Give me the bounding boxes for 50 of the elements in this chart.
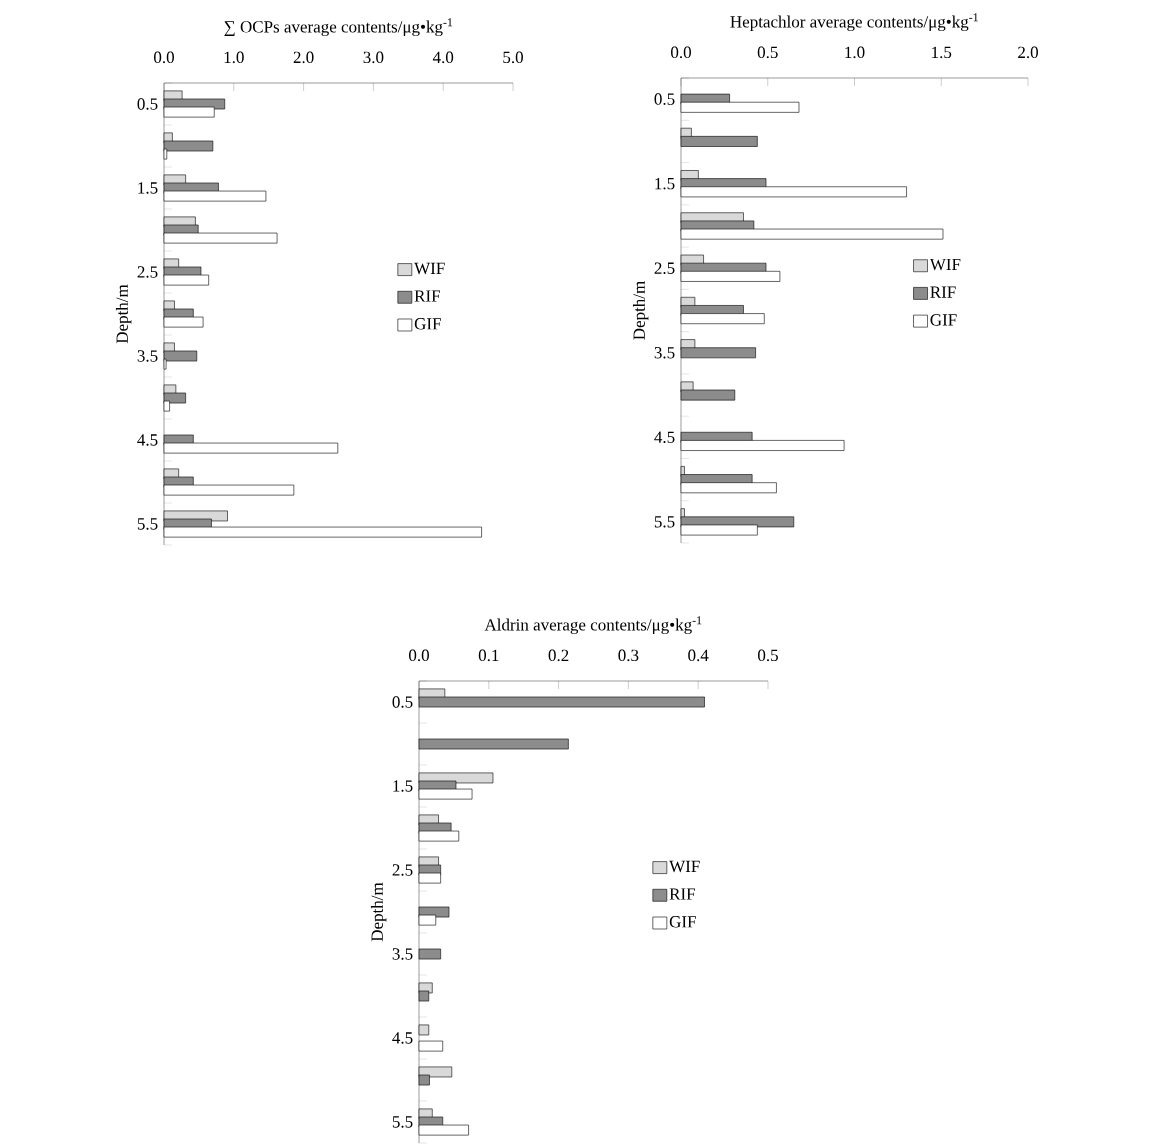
x-tick-label: 0.5	[757, 46, 778, 59]
legend-label: GIF	[414, 318, 441, 330]
y-tick-label: 5.5	[137, 518, 158, 530]
x-tick-label: 0.0	[671, 46, 691, 59]
y-tick-label: 4.5	[654, 431, 675, 444]
y-axis-title: Depth/m	[632, 281, 649, 340]
x-tick-label: 1.5	[932, 46, 952, 59]
x-tick-label: 0.4	[688, 649, 709, 662]
legend-label: RIF	[930, 286, 956, 298]
y-tick-label: 1.5	[655, 177, 675, 190]
y-tick-label: 4.5	[392, 1032, 413, 1044]
x-tick-label: 3.0	[363, 51, 384, 64]
legend-label: RIF	[414, 290, 440, 302]
y-axis-title: Depth/m	[370, 882, 387, 942]
legend-label: WIF	[929, 258, 961, 271]
x-tick-label: 0.0	[409, 649, 429, 662]
y-tick-label: 2.5	[392, 864, 413, 876]
legend-label: GIF	[930, 314, 957, 326]
y-tick-label: 2.5	[654, 262, 675, 274]
x-axis-title: Aldrin average contents/μg•kg$^{-1}$	[484, 616, 702, 635]
y-tick-label: 3.5	[392, 948, 413, 960]
x-tick-label: 0.0	[154, 51, 174, 64]
legend-label: WIF	[414, 262, 445, 275]
x-axis-title: ∑ OCPs average contents/μg•kg$^{-1}$	[224, 18, 453, 37]
x-tick-label: 5.0	[503, 51, 523, 64]
x-tick-label: 2.0	[1018, 46, 1038, 59]
y-tick-label: 4.5	[137, 434, 158, 446]
x-tick-label: 0.2	[548, 649, 569, 662]
y-tick-label: 0.5	[137, 98, 158, 110]
y-tick-label: 0.5	[654, 93, 675, 105]
legend-label: GIF	[669, 916, 696, 928]
legend-label: RIF	[669, 888, 695, 900]
legend-label: WIF	[669, 860, 700, 873]
y-tick-label: 5.5	[654, 516, 675, 528]
x-tick-label: 2.0	[293, 51, 314, 64]
y-axis-title: Depth/m	[115, 284, 132, 344]
x-axis-title: Heptachlor average contents/μg•kg$^{-1}$	[730, 13, 978, 32]
y-tick-label: 3.5	[654, 347, 675, 359]
y-tick-label: 1.5	[138, 182, 158, 194]
x-tick-label: 0.5	[758, 649, 778, 662]
x-tick-label: 0.3	[618, 649, 639, 662]
x-tick-label: 4.0	[432, 51, 454, 64]
y-tick-label: 3.5	[137, 350, 158, 362]
y-tick-label: 1.5	[393, 780, 413, 792]
x-tick-label: 1.0	[845, 46, 865, 59]
x-tick-label: 0.1	[478, 649, 499, 662]
y-tick-label: 5.5	[392, 1116, 413, 1128]
x-tick-label: 1.0	[224, 51, 244, 64]
y-tick-label: 2.5	[137, 266, 158, 278]
y-tick-label: 0.5	[392, 696, 413, 708]
